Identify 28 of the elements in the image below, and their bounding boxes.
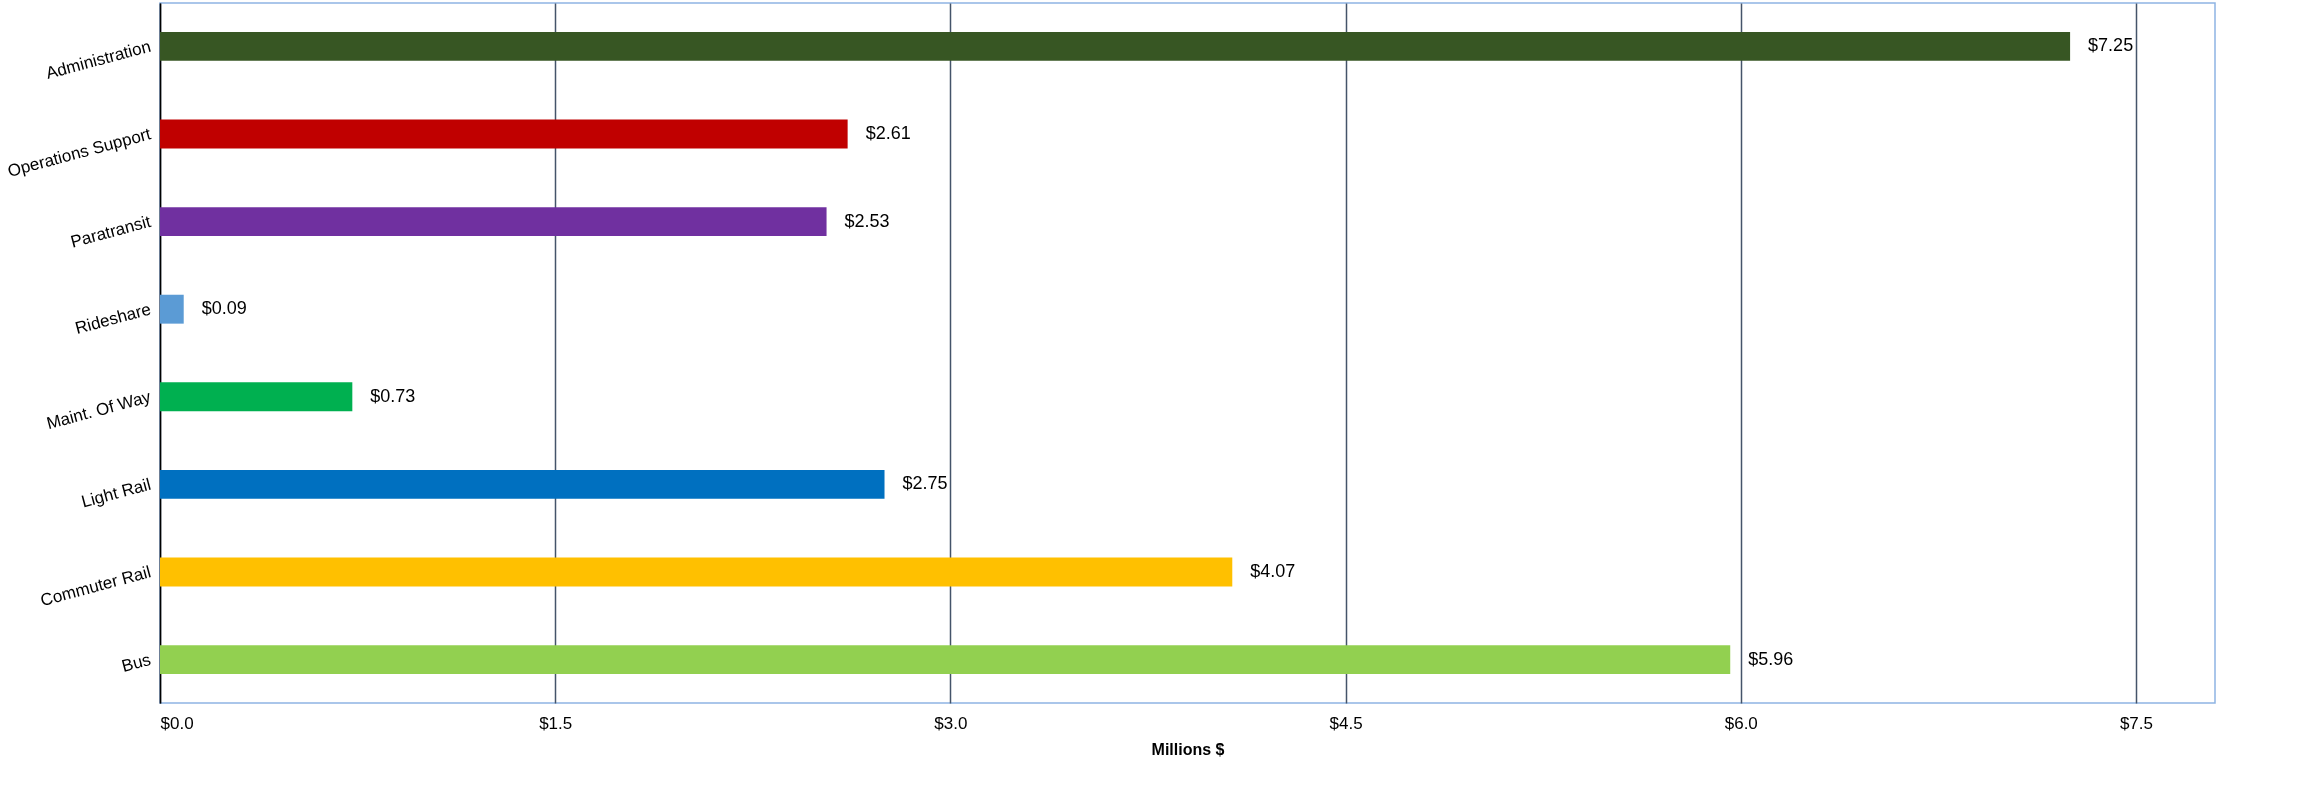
bar bbox=[160, 557, 1233, 587]
data-label: $2.61 bbox=[865, 122, 911, 143]
bar bbox=[160, 645, 1731, 675]
y-tick-label: Rideshare bbox=[73, 299, 153, 338]
data-label: $0.09 bbox=[201, 298, 247, 319]
x-tick-label: $7.5 bbox=[2119, 713, 2154, 733]
x-axis-title: Millions $ bbox=[1151, 740, 1225, 758]
bar bbox=[160, 382, 353, 412]
bar bbox=[160, 294, 184, 324]
data-label: $5.96 bbox=[1748, 648, 1794, 669]
x-tick-label: $1.5 bbox=[539, 713, 573, 733]
y-tick-label: Bus bbox=[119, 649, 153, 676]
y-tick-label: Light Rail bbox=[79, 474, 153, 512]
y-tick-label: Maint. Of Way bbox=[44, 387, 154, 434]
data-label: $4.07 bbox=[1250, 561, 1296, 582]
x-tick-label: $4.5 bbox=[1329, 713, 1363, 733]
bar bbox=[160, 469, 885, 499]
x-tick-label: $3.0 bbox=[934, 713, 968, 733]
data-label: $7.25 bbox=[2088, 35, 2134, 56]
data-label: $2.53 bbox=[844, 210, 890, 231]
x-tick-label: $6.0 bbox=[1724, 713, 1758, 733]
y-tick-label: Commuter Rail bbox=[38, 562, 153, 611]
data-label: $0.73 bbox=[370, 385, 416, 406]
bar bbox=[160, 207, 827, 237]
data-label: $2.75 bbox=[902, 473, 948, 494]
bar bbox=[160, 31, 2071, 61]
x-tick-label: $0.0 bbox=[160, 713, 194, 733]
bar bbox=[160, 119, 848, 149]
